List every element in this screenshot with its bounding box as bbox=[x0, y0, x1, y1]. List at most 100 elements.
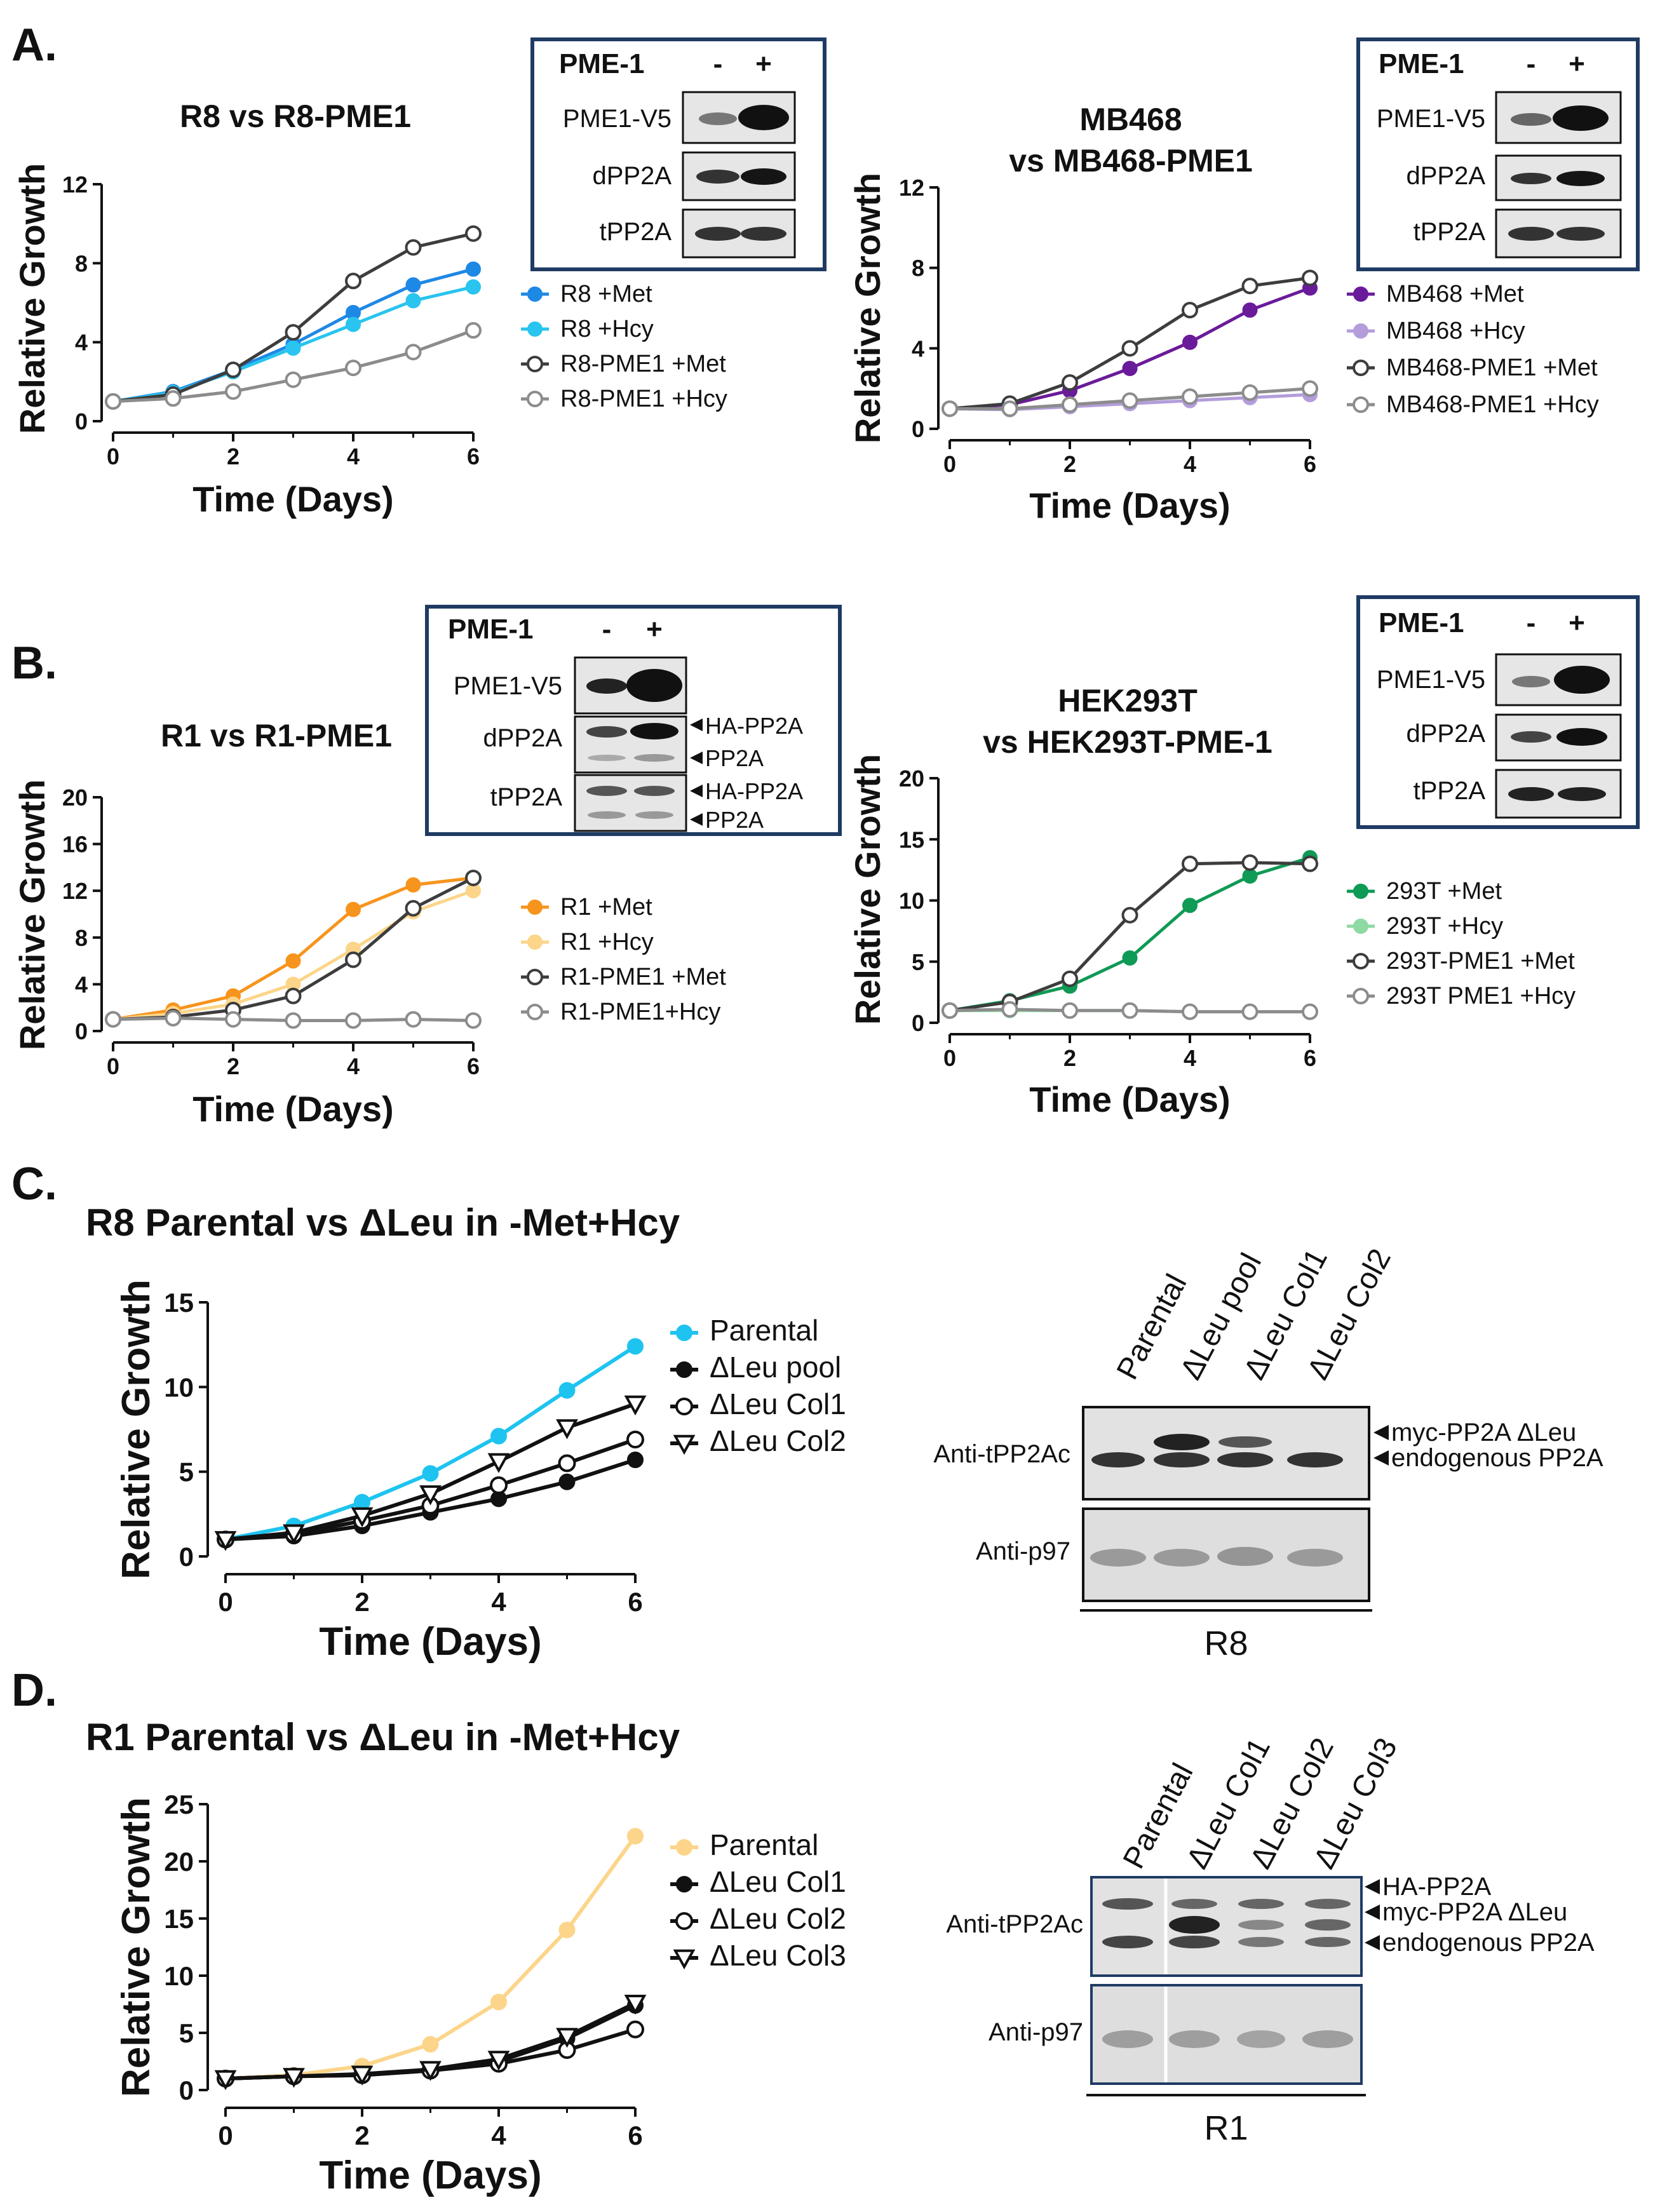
chart-a2-title: MB468 bbox=[1079, 102, 1182, 137]
y-tick-label: 16 bbox=[62, 832, 88, 858]
data-point bbox=[1242, 302, 1258, 318]
band bbox=[626, 669, 682, 702]
arrowhead-icon bbox=[1365, 1935, 1380, 1950]
legend-marker bbox=[1353, 360, 1369, 376]
band bbox=[1154, 1452, 1210, 1467]
y-axis-label: Relative Growth bbox=[114, 1279, 158, 1579]
x-tick-label: 2 bbox=[354, 2121, 369, 2150]
band bbox=[1102, 1898, 1153, 1910]
series-line-2 bbox=[949, 861, 1311, 1013]
data-point bbox=[1182, 302, 1198, 319]
data-point bbox=[1062, 1002, 1078, 1019]
data-point bbox=[1121, 392, 1138, 409]
band bbox=[1217, 1547, 1273, 1566]
data-point bbox=[465, 869, 482, 886]
data-point bbox=[1062, 396, 1078, 413]
x-tick-label: 6 bbox=[467, 443, 480, 469]
x-tick-label: 6 bbox=[1304, 1045, 1316, 1071]
x-axis-label: Time (Days) bbox=[319, 2154, 541, 2197]
legend-label: MB468 +Met bbox=[1386, 281, 1524, 307]
data-point bbox=[422, 1465, 439, 1482]
band bbox=[630, 723, 678, 739]
data-point bbox=[285, 1012, 302, 1029]
data-point bbox=[558, 1922, 576, 1938]
legend-marker bbox=[527, 356, 543, 372]
chart-b2-title: HEK293T bbox=[1058, 683, 1198, 718]
band bbox=[695, 227, 741, 241]
band bbox=[1558, 787, 1606, 801]
y-tick-label: 15 bbox=[164, 1288, 194, 1318]
blot-c-row2-label: Anti-p97 bbox=[976, 1537, 1070, 1565]
legend-label: MB468 +Hcy bbox=[1386, 318, 1525, 344]
x-tick-label: 4 bbox=[1184, 451, 1196, 477]
band bbox=[1154, 1549, 1210, 1567]
data-point bbox=[225, 361, 241, 379]
y-axis-label: Relative Growth bbox=[12, 163, 52, 434]
x-tick-label: 4 bbox=[491, 2121, 506, 2150]
blot-d: Parental ΔLeu Col1 ΔLeu Col2 ΔLeu Col3 A… bbox=[946, 1732, 1595, 2147]
data-point bbox=[1001, 1001, 1018, 1018]
legend-marker bbox=[527, 934, 543, 950]
chart-a1: 0 4 8 12 0 2 4 6 Relative Growth Time (Days) R8 +M… bbox=[12, 163, 727, 519]
data-point bbox=[558, 1382, 576, 1399]
legend-label: MB468-PME1 +Met bbox=[1386, 354, 1598, 381]
band bbox=[1305, 1937, 1351, 1947]
blot-c-arrow2: endogenous PP2A bbox=[1391, 1444, 1603, 1472]
band bbox=[1217, 1452, 1273, 1467]
data-point bbox=[345, 273, 361, 290]
blot-a2-row3-label: tPP2A bbox=[1414, 218, 1486, 246]
data-point bbox=[1182, 855, 1198, 872]
arrowhead-icon bbox=[1365, 1905, 1380, 1920]
data-point bbox=[346, 316, 361, 332]
y-tick-label: 8 bbox=[75, 250, 88, 276]
legend-marker bbox=[1353, 919, 1368, 934]
data-point bbox=[285, 340, 301, 356]
x-tick-label: 0 bbox=[107, 443, 119, 469]
legend-marker bbox=[676, 1325, 692, 1341]
band bbox=[1305, 1919, 1351, 1931]
data-point bbox=[1182, 388, 1198, 405]
legend-marker bbox=[673, 1949, 696, 1970]
legend-label: ΔLeu Col1 bbox=[710, 1387, 846, 1420]
data-point bbox=[225, 383, 241, 400]
band bbox=[696, 170, 739, 184]
data-point bbox=[941, 400, 958, 417]
legend-marker bbox=[675, 1398, 693, 1415]
legend-marker bbox=[676, 1361, 692, 1378]
x-tick-label: 6 bbox=[1304, 451, 1316, 477]
legend-marker bbox=[527, 287, 543, 302]
legend-marker bbox=[675, 1912, 693, 1930]
data-point bbox=[225, 1011, 241, 1028]
data-point bbox=[285, 987, 302, 1004]
legend-marker bbox=[527, 900, 543, 915]
blot-b1-row3-label: tPP2A bbox=[490, 783, 563, 811]
y-tick-label: 25 bbox=[164, 1790, 194, 1819]
y-tick-label: 15 bbox=[164, 1904, 194, 1934]
data-point bbox=[345, 1012, 361, 1029]
y-axis-label: Relative Growth bbox=[847, 173, 887, 443]
data-point bbox=[1242, 868, 1258, 884]
data-point bbox=[345, 951, 361, 968]
data-point bbox=[214, 2070, 237, 2091]
blot-b1-arrow2: PP2A bbox=[705, 745, 764, 771]
legend-label: 293T +Met bbox=[1386, 878, 1502, 905]
band bbox=[586, 678, 627, 694]
legend-marker bbox=[1353, 323, 1368, 339]
band bbox=[1553, 105, 1609, 131]
blot-d-row1-label: Anti-tPP2Ac bbox=[946, 1910, 1083, 1938]
blot-d-arrow2: myc-PP2A ΔLeu bbox=[1382, 1898, 1567, 1926]
legend-marker bbox=[1353, 988, 1369, 1004]
band bbox=[1512, 676, 1550, 687]
x-tick-label: 0 bbox=[107, 1053, 119, 1079]
chart-b1: 0 4 8 12 16 20 0 2 4 6 Relative Growth Time (Days) R… bbox=[12, 779, 726, 1129]
data-point bbox=[558, 1473, 576, 1490]
data-point bbox=[624, 1395, 647, 1416]
legend-label: MB468-PME1 +Hcy bbox=[1386, 391, 1599, 418]
chart-d-title: R1 Parental vs ΔLeu in -Met+Hcy bbox=[86, 1716, 680, 1758]
blot-b2-row1-label: PME1-V5 bbox=[1377, 666, 1485, 694]
blot-b2-header: PME-1 bbox=[1379, 607, 1464, 638]
blot-b1-row1-label: PME1-V5 bbox=[454, 672, 562, 700]
data-point bbox=[214, 1531, 237, 1551]
y-tick-label: 0 bbox=[75, 1018, 88, 1044]
data-point bbox=[405, 277, 421, 293]
